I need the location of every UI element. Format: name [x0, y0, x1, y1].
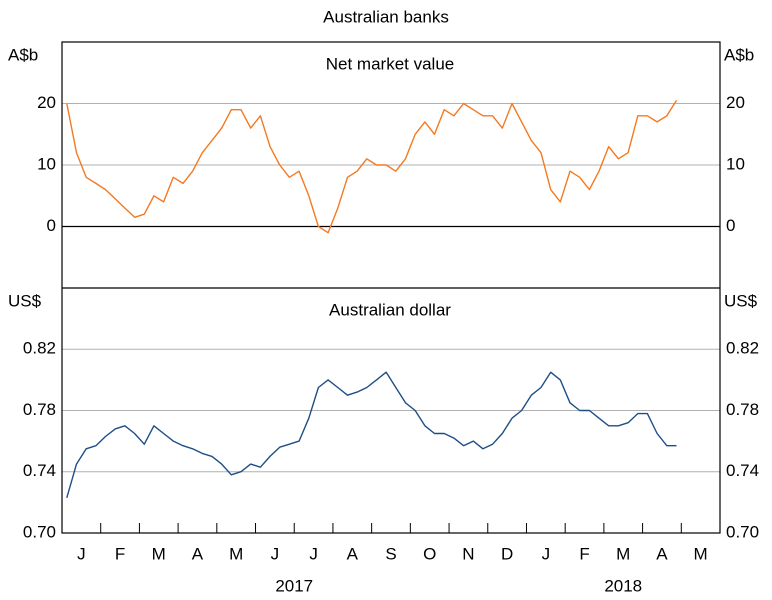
y-tick-label: 10	[37, 154, 56, 173]
x-tick-label: A	[192, 544, 204, 563]
y2-tick-label: 0.78	[726, 400, 759, 419]
panel-title: Net market value	[326, 54, 455, 73]
y2-tick-label: 0.82	[726, 339, 759, 358]
y-tick-label: 20	[37, 93, 56, 112]
y2-tick-label: 20	[726, 93, 745, 112]
x-year-label: 2017	[275, 576, 313, 595]
chart-title: Australian banks	[323, 7, 449, 26]
y2-tick-label: 0.70	[726, 522, 759, 541]
y-unit-label: US$	[8, 291, 42, 310]
x-tick-label: M	[616, 544, 630, 563]
y-unit-label: A$b	[8, 45, 38, 64]
x-tick-label: M	[694, 544, 708, 563]
x-year-label: 2018	[604, 576, 642, 595]
y-tick-label: 0	[47, 216, 56, 235]
y2-tick-label: 0.74	[726, 461, 759, 480]
x-tick-label: J	[77, 544, 86, 563]
panel-title: Australian dollar	[329, 300, 451, 319]
x-tick-label: N	[462, 544, 474, 563]
y-tick-label: 0.82	[23, 339, 56, 358]
x-tick-label: J	[271, 544, 280, 563]
x-tick-label: M	[152, 544, 166, 563]
x-tick-label: A	[656, 544, 668, 563]
x-tick-label: F	[579, 544, 589, 563]
x-tick-label: J	[542, 544, 551, 563]
line-series	[66, 100, 678, 234]
x-tick-label: D	[501, 544, 513, 563]
y2-tick-label: 0	[726, 216, 735, 235]
line-series	[66, 371, 677, 498]
x-tick-label: J	[309, 544, 318, 563]
y2-unit-label: A$b	[724, 45, 754, 64]
y-tick-label: 0.78	[23, 400, 56, 419]
x-tick-label: A	[347, 544, 359, 563]
y-tick-label: 0.70	[23, 522, 56, 541]
x-tick-label: M	[229, 544, 243, 563]
y2-tick-label: 10	[726, 154, 745, 173]
y-tick-label: 0.74	[23, 461, 56, 480]
x-tick-label: O	[423, 544, 436, 563]
x-tick-label: S	[385, 544, 396, 563]
y2-unit-label: US$	[724, 291, 758, 310]
x-tick-label: F	[115, 544, 125, 563]
